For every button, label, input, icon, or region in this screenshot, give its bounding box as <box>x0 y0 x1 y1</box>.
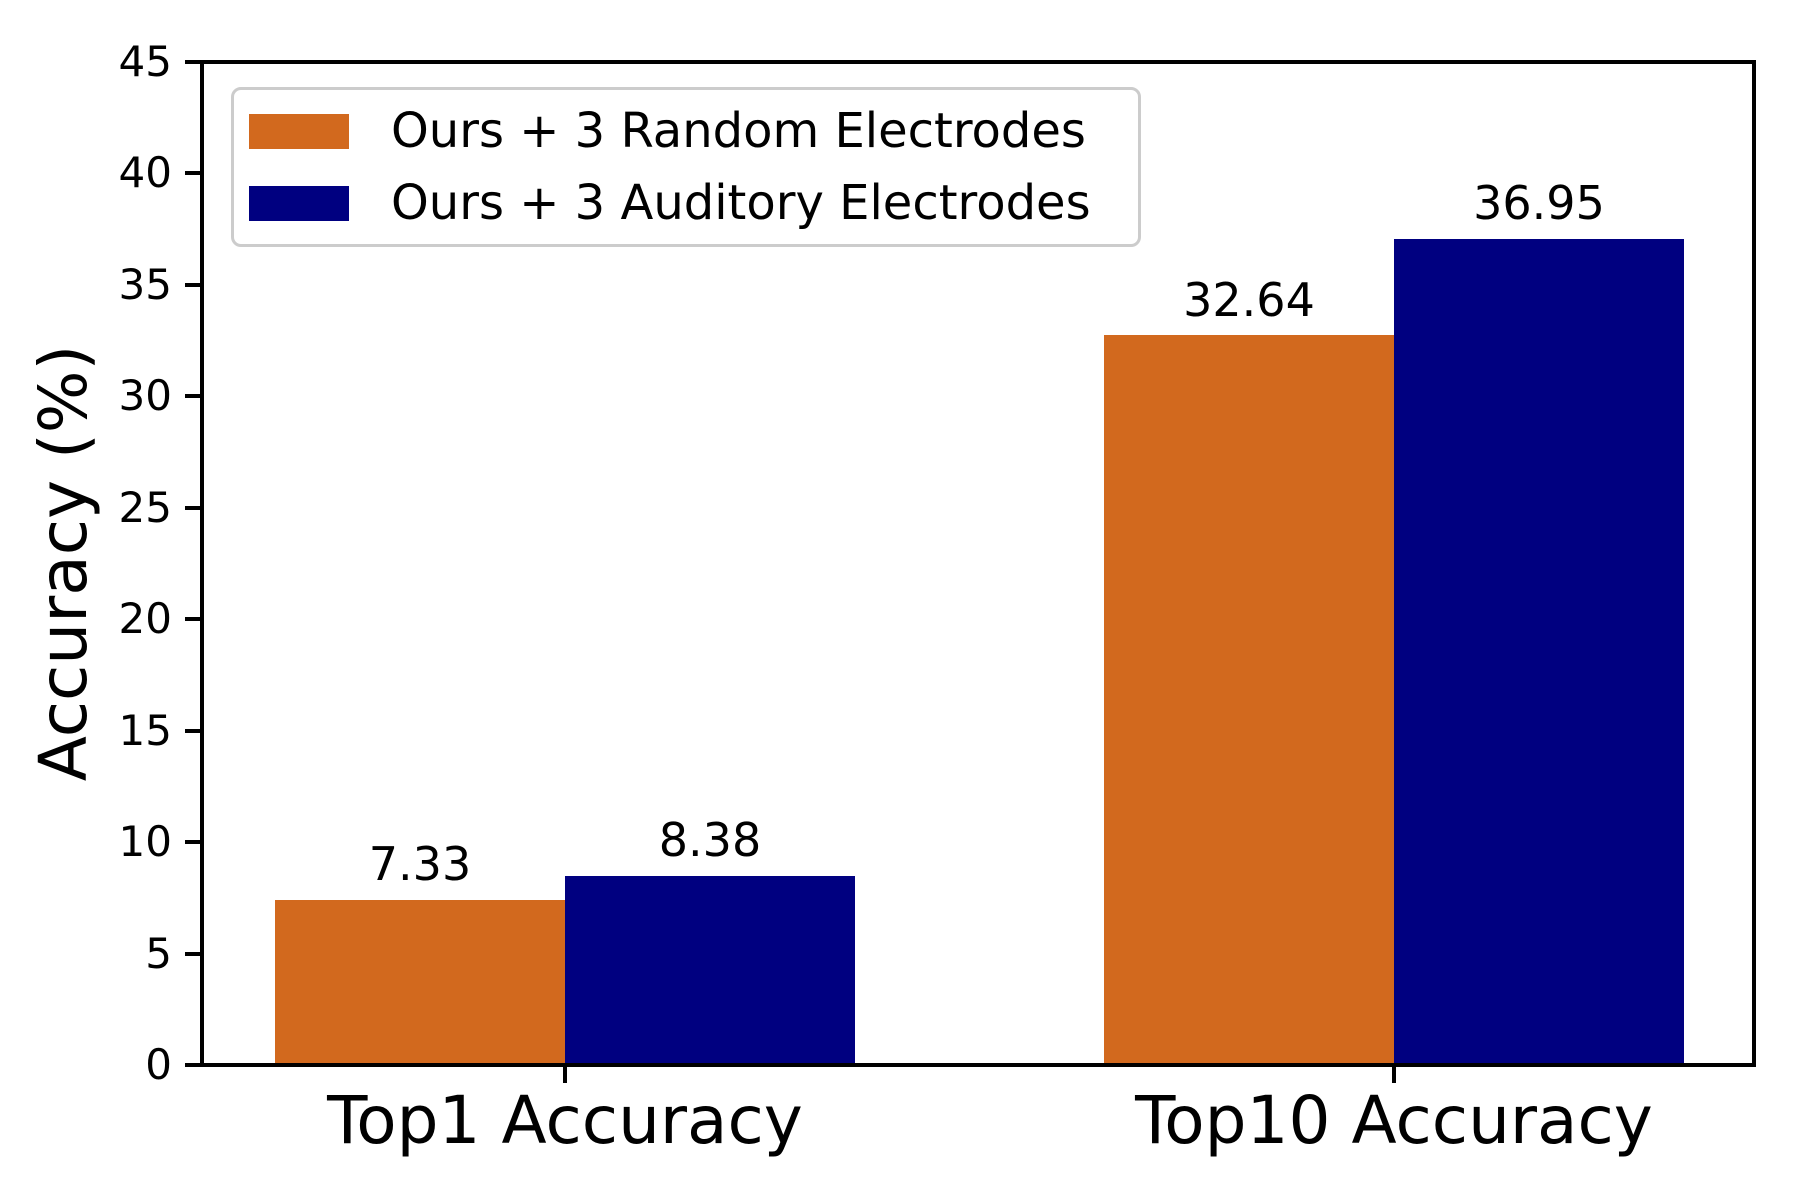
y-tick <box>185 394 200 399</box>
y-axis-label: Accuracy (%) <box>25 344 102 782</box>
bar-series0-cat1 <box>1104 335 1394 1063</box>
y-tick <box>185 505 200 510</box>
x-tick <box>1392 1067 1396 1083</box>
x-category-label: Top1 Accuracy <box>327 1082 803 1159</box>
y-tick <box>185 171 200 176</box>
y-tick <box>185 951 200 956</box>
y-tick-label: 35 <box>118 259 172 309</box>
legend-swatch-random <box>249 113 349 149</box>
y-tick <box>185 60 200 64</box>
y-tick-label: 40 <box>118 148 172 198</box>
y-tick-label: 25 <box>118 482 172 532</box>
x-category-label: Top10 Accuracy <box>1135 1082 1653 1159</box>
legend-swatch-auditory <box>249 185 349 221</box>
y-tick-label: 0 <box>145 1040 172 1089</box>
y-tick-label: 10 <box>118 817 172 867</box>
y-tick-label: 45 <box>118 37 172 86</box>
x-tick <box>563 1067 567 1083</box>
legend-entry-auditory: Ours + 3 Auditory Electrodes <box>249 179 1138 227</box>
y-tick <box>185 728 200 733</box>
legend: Ours + 3 Random Electrodes Ours + 3 Audi… <box>231 87 1141 247</box>
bar-value-label: 8.38 <box>658 813 762 868</box>
y-tick <box>185 617 200 622</box>
bar-series1-cat1 <box>1394 239 1684 1063</box>
y-tick <box>185 840 200 845</box>
bar-value-label: 36.95 <box>1473 176 1605 231</box>
y-tick <box>185 282 200 287</box>
legend-entry-random: Ours + 3 Random Electrodes <box>249 107 1138 155</box>
y-tick-label: 20 <box>118 594 172 644</box>
legend-label-random: Ours + 3 Random Electrodes <box>391 103 1086 159</box>
bar-value-label: 7.33 <box>368 836 472 891</box>
y-tick-label: 30 <box>118 371 172 421</box>
y-tick <box>185 1063 200 1067</box>
bar-value-label: 32.64 <box>1183 272 1315 327</box>
y-tick-label: 5 <box>145 928 172 978</box>
bar-series1-cat0 <box>565 876 855 1063</box>
y-tick-label: 15 <box>118 705 172 755</box>
legend-label-auditory: Ours + 3 Auditory Electrodes <box>391 175 1091 231</box>
bar-series0-cat0 <box>275 899 565 1063</box>
